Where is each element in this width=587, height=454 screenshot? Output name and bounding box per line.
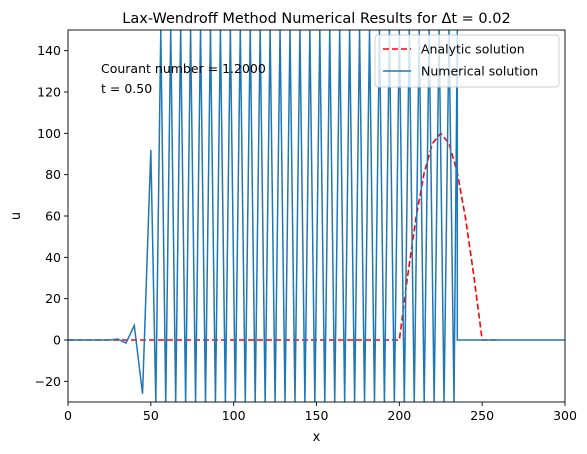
x-tick-label: 0 xyxy=(64,408,72,423)
annotation-time: t = 0.50 xyxy=(101,81,152,96)
y-tick-label: 100 xyxy=(37,126,61,141)
series-analytic-line xyxy=(68,132,499,341)
x-tick-label: 200 xyxy=(387,408,411,423)
y-tick-label: 0 xyxy=(53,333,61,348)
y-axis-ticks: −20 0 20 40 60 80 100 120 140 xyxy=(35,43,68,389)
y-tick-label: 120 xyxy=(37,85,61,100)
x-tick-label: 300 xyxy=(553,408,577,423)
y-tick-label: 40 xyxy=(45,250,61,265)
y-tick-label: −20 xyxy=(35,374,61,389)
x-tick-label: 100 xyxy=(222,408,246,423)
legend-box xyxy=(374,34,560,88)
x-tick-label: 250 xyxy=(470,408,494,423)
x-axis-label: x xyxy=(313,430,321,445)
legend-label-analytic: Analytic solution xyxy=(421,42,525,57)
series-layer xyxy=(68,30,565,402)
chart-title: Lax-Wendroff Method Numerical Results fo… xyxy=(122,11,510,27)
x-tick-label: 50 xyxy=(143,408,159,423)
x-axis-ticks: 0 50 100 150 200 250 300 xyxy=(64,402,577,423)
legend-label-numerical: Numerical solution xyxy=(421,64,538,79)
y-tick-label: 60 xyxy=(45,209,61,224)
annotation-courant: Courant number = 1.2000 xyxy=(101,61,266,76)
series-numerical-line xyxy=(68,30,565,402)
legend: Analytic solution Numerical solution xyxy=(374,34,560,88)
x-tick-label: 150 xyxy=(305,408,329,423)
y-tick-label: 80 xyxy=(45,167,61,182)
y-tick-label: 140 xyxy=(37,43,61,58)
y-tick-label: 20 xyxy=(45,291,61,306)
y-axis-label: u xyxy=(9,212,24,220)
